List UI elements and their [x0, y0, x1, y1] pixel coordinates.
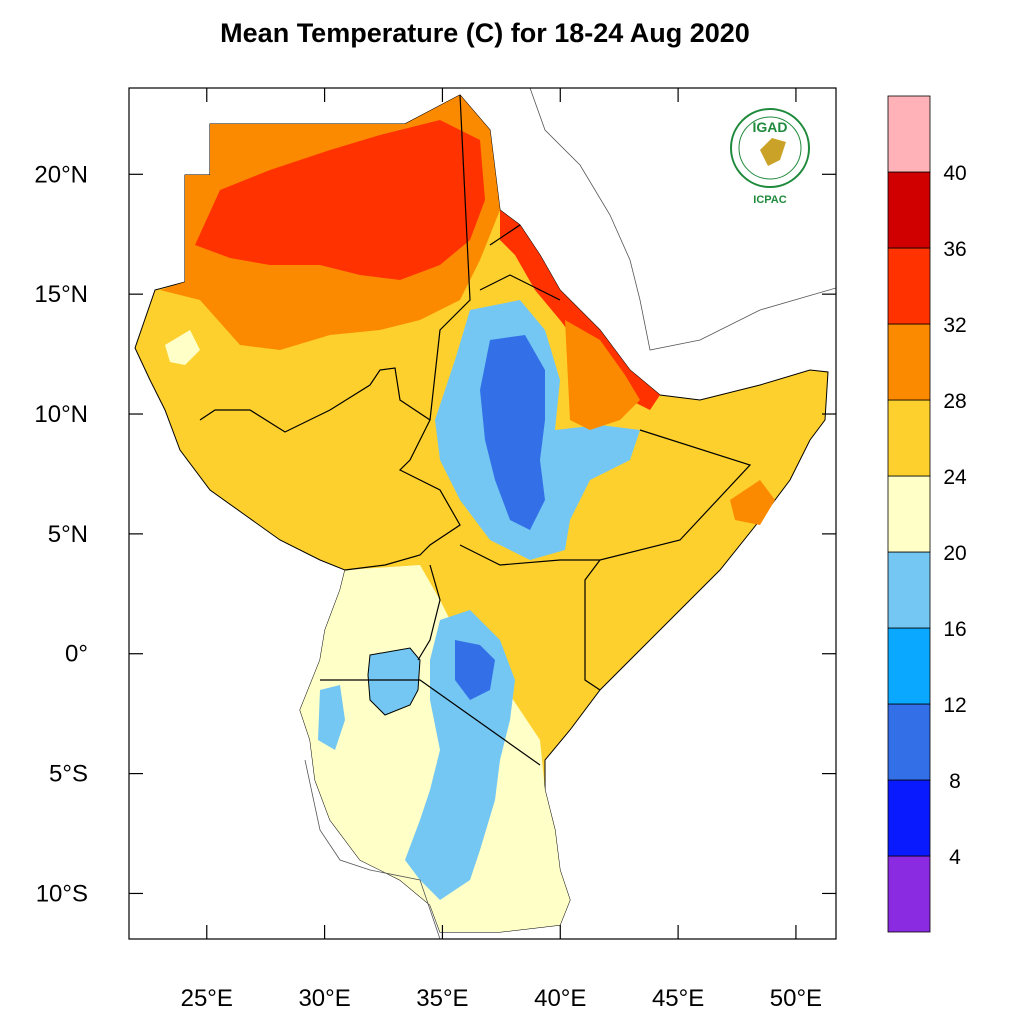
colorbar-level-label: 20: [943, 542, 966, 565]
land-20-24-south: [300, 565, 570, 932]
y-tick-label: 20°N: [34, 161, 88, 188]
map-plot-area: [134, 88, 836, 939]
y-tick-label: 10°N: [34, 401, 88, 428]
colorbar-level-label: 28: [943, 390, 966, 413]
colorbar-bin: [887, 95, 931, 173]
colorbar-level-label: 32: [943, 314, 966, 337]
colorbar-bin: [887, 323, 931, 401]
map-title: Mean Temperature (C) for 18-24 Aug 2020: [220, 18, 750, 48]
x-tick-label: 30°E: [298, 985, 350, 1012]
colorbar-bin: [887, 399, 931, 477]
land-28-32-somalia: [730, 480, 775, 525]
y-tick-label: 0°: [65, 641, 88, 668]
x-tick-label: 50°E: [770, 985, 822, 1012]
lake-victoria: [367, 647, 421, 716]
y-tick-label: 10°S: [36, 880, 88, 907]
y-tick-label: 15°N: [34, 281, 88, 308]
land-32-36-north: [195, 120, 485, 280]
colorbar-level-label: 24: [943, 466, 967, 489]
colorbar-bin: [887, 855, 931, 933]
colorbar: 4 8 12 16 20 24 28 32 36 40: [887, 95, 967, 933]
x-axis: 25°E 30°E 35°E 40°E 45°E 50°E: [181, 88, 822, 1012]
x-tick-label: 40°E: [534, 985, 586, 1012]
land-12-16-highlands: [480, 335, 545, 530]
colorbar-bin: [887, 475, 931, 553]
y-tick-label: 5°N: [48, 521, 88, 548]
colorbar-bin: [887, 703, 931, 781]
colorbar-bin: [887, 247, 931, 325]
igad-logo: IGAD ICPAC: [730, 108, 810, 206]
land-16-20-west: [318, 685, 345, 750]
logo-name: IGAD: [753, 119, 788, 135]
colorbar-level-label: 12: [943, 694, 966, 717]
country-borders: [199, 94, 752, 766]
plot-frame: [128, 87, 837, 940]
land-32-36-redsea-coast: [500, 210, 660, 410]
logo-sub: ICPAC: [753, 194, 786, 206]
colorbar-bin: [887, 779, 931, 857]
x-tick-label: 25°E: [181, 985, 233, 1012]
colorbar-bin: [887, 627, 931, 705]
colorbar-level-label: 16: [943, 618, 966, 641]
land-12-16-south: [455, 640, 495, 700]
y-tick-label: 5°S: [49, 761, 88, 788]
y-axis: 20°N 15°N 10°N 5°N 0° 5°S 10°S: [34, 161, 836, 907]
land-20-24-west: [165, 330, 200, 365]
colorbar-level-label: 8: [949, 770, 961, 793]
land-28-32-afar: [565, 320, 640, 430]
colorbar-bin: [887, 551, 931, 629]
neighbor-outlines: [304, 88, 836, 939]
x-tick-label: 35°E: [416, 985, 468, 1012]
colorbar-level-label: 4: [949, 846, 961, 869]
x-tick-label: 45°E: [652, 985, 704, 1012]
colorbar-level-label: 36: [943, 238, 966, 261]
colorbar-bin: [887, 171, 931, 249]
colorbar-level-label: 40: [943, 162, 966, 185]
